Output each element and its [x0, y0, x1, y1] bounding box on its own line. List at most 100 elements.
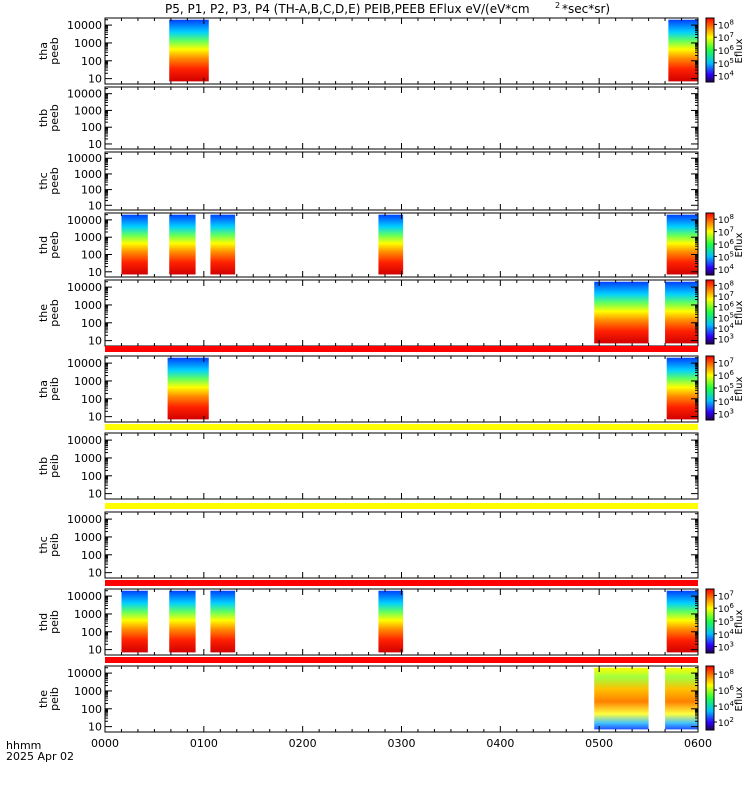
- colorbar-tick-label: 107: [718, 226, 734, 239]
- footer-time-label: hhmm: [6, 739, 41, 752]
- figure-title-superscript: 2: [555, 1, 560, 10]
- panel-label-product: peib: [48, 610, 61, 634]
- spectrogram-block: [169, 590, 196, 653]
- colorbar-tick-label: 103: [718, 408, 734, 421]
- colorbar-label: Eflux: [734, 609, 745, 634]
- panel-label-probe: the: [37, 304, 50, 322]
- colorbar-tick-label: 104: [718, 628, 734, 641]
- panel-frame: [104, 432, 699, 500]
- panel-frame: [104, 511, 699, 579]
- spectrogram-block: [167, 357, 209, 420]
- y-tick-label: 1000: [74, 168, 102, 181]
- y-tick-label: 100: [81, 55, 102, 68]
- spectrogram-block: [378, 214, 404, 275]
- figure-title-tail: *sec*sr): [562, 2, 610, 16]
- spectrogram-block: [666, 590, 698, 653]
- y-tick-label: 1000: [74, 375, 102, 388]
- colorbar: [705, 355, 715, 421]
- colorbar-tick-label: 106: [718, 684, 734, 697]
- colorbar-tick-label: 105: [718, 615, 734, 628]
- panel-frame: [104, 151, 699, 211]
- y-tick-label: 10000: [67, 19, 102, 32]
- y-tick-label: 100: [81, 470, 102, 483]
- colorbar-tick-label: 104: [718, 395, 734, 408]
- panel-label-probe: thc: [37, 536, 50, 553]
- colorbar-label: Eflux: [734, 376, 745, 401]
- spectrogram-block: [666, 357, 698, 420]
- y-tick-label: 10: [88, 644, 102, 657]
- y-tick-label: 10000: [67, 434, 102, 447]
- panel-label-product: peeb: [48, 231, 61, 259]
- y-tick-label: 100: [81, 121, 102, 134]
- spectrogram-block: [378, 590, 404, 653]
- panel-label-product: peib: [48, 533, 61, 557]
- x-tick-label: 0200: [289, 737, 317, 750]
- colorbar-tick-label: 106: [718, 369, 734, 382]
- colorbar: [705, 588, 715, 654]
- y-tick-label: 10: [88, 138, 102, 151]
- panel-label-product: peeb: [48, 104, 61, 132]
- y-tick-label: 1000: [74, 452, 102, 465]
- colorbar-tick-label: 105: [718, 382, 734, 395]
- panel-the-peeb: 10100100010000thepeeb103104105106107108E…: [37, 279, 745, 347]
- colorbar-tick-label: 107: [718, 589, 734, 602]
- y-tick-label: 1000: [74, 37, 102, 50]
- colorbar-tick-label: 106: [718, 602, 734, 615]
- y-tick-label: 10000: [67, 513, 102, 526]
- y-tick-label: 10: [88, 266, 102, 279]
- colorbar-tick-label: 108: [718, 668, 734, 681]
- x-tick-label: 0300: [388, 737, 416, 750]
- y-tick-label: 10: [88, 199, 102, 212]
- y-tick-label: 10000: [67, 590, 102, 603]
- panel-label-probe: thd: [37, 236, 50, 254]
- x-tick-label: 0400: [486, 737, 514, 750]
- panel-label-probe: thd: [37, 613, 50, 631]
- y-tick-label: 100: [81, 393, 102, 406]
- y-tick-label: 10000: [67, 667, 102, 680]
- colorbar-label: Eflux: [734, 686, 745, 711]
- spectrogram-block: [169, 19, 209, 82]
- y-tick-label: 100: [81, 317, 102, 330]
- colorbar-tick-label: 104: [718, 263, 734, 276]
- colorbar-label: Eflux: [734, 38, 745, 63]
- footer-date-label: 2025 Apr 02: [6, 750, 74, 763]
- y-tick-label: 10: [88, 411, 102, 424]
- panel-label-product: peeb: [48, 37, 61, 65]
- y-tick-label: 100: [81, 184, 102, 197]
- colorbar-tick-label: 107: [718, 31, 734, 44]
- spectrogram-block: [121, 590, 148, 653]
- colorbar-tick-label: 107: [718, 356, 734, 369]
- y-tick-label: 1000: [74, 104, 102, 117]
- spectrogram-block: [121, 214, 148, 275]
- y-tick-label: 100: [81, 626, 102, 639]
- spectrogram-block: [169, 214, 196, 275]
- panel-label-product: peeb: [48, 167, 61, 195]
- panel-label-product: peib: [48, 454, 61, 478]
- y-tick-label: 10000: [67, 214, 102, 227]
- panel-label-probe: tha: [37, 42, 50, 60]
- y-tick-label: 100: [81, 248, 102, 261]
- y-tick-label: 10: [88, 335, 102, 348]
- colorbar-label: Eflux: [734, 232, 745, 257]
- colorbar: [705, 279, 715, 345]
- y-tick-label: 1000: [74, 231, 102, 244]
- x-tick-label: 0100: [190, 737, 218, 750]
- colorbar: [705, 212, 715, 276]
- colorbar-tick-label: 106: [718, 44, 734, 57]
- spectrogram-block: [665, 281, 698, 344]
- x-tick-label: 0600: [684, 737, 712, 750]
- spectrogram-block: [210, 214, 236, 275]
- spectrogram-block: [594, 667, 649, 730]
- separator-bar-red: [105, 657, 698, 663]
- panel-label-probe: thb: [37, 457, 50, 475]
- y-tick-label: 1000: [74, 299, 102, 312]
- colorbar-tick-label: 103: [718, 641, 734, 654]
- separator-bar-yellow: [105, 424, 698, 430]
- time-axis: 0000 0100 0200 0300 0400 0500 0600: [91, 737, 712, 750]
- spectrogram-block: [668, 19, 698, 82]
- spectrogram-block: [665, 667, 698, 730]
